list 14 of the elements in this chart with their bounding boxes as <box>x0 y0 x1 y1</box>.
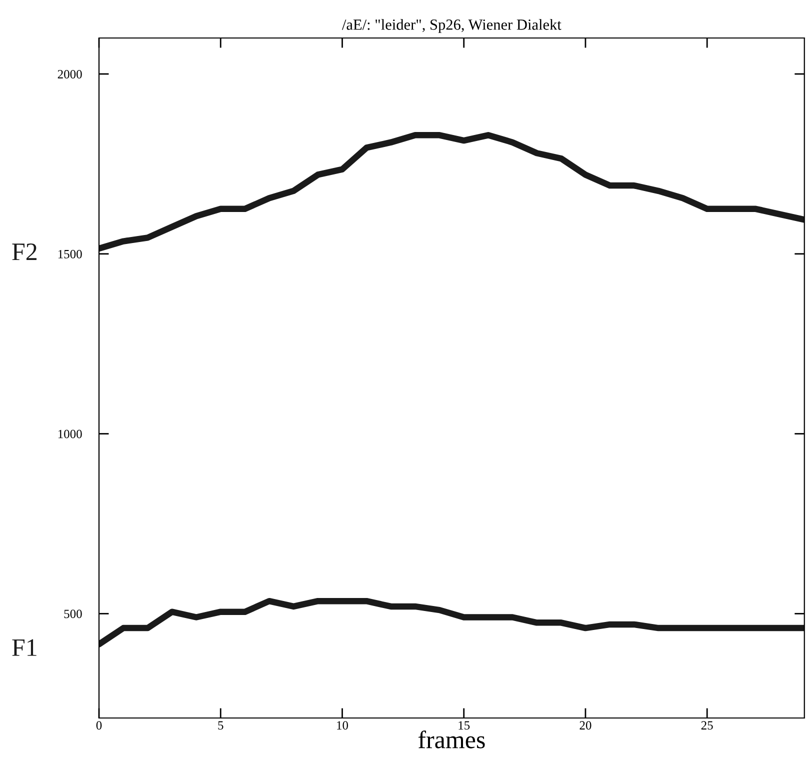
y-tick-label: 1500 <box>58 250 82 258</box>
x-tick-label: 20 <box>580 721 592 730</box>
x-tick-label: 15 <box>458 721 470 730</box>
chart-title: /aE/: "leider", Sp26, Wiener Dialekt <box>342 19 562 33</box>
text: F2 <box>12 243 37 260</box>
x-tick-label: 25 <box>701 721 713 730</box>
y-tick-label: 500 <box>64 610 82 618</box>
y-tick-label: 2000 <box>58 70 82 78</box>
x-tick-label: 5 <box>218 721 224 730</box>
x-axis-title: frames <box>418 730 485 748</box>
x-tick-label: 0 <box>96 721 102 730</box>
text: F1 <box>12 639 36 656</box>
y-tick-label: 1000 <box>58 430 82 438</box>
x-tick-label: 10 <box>337 721 348 730</box>
